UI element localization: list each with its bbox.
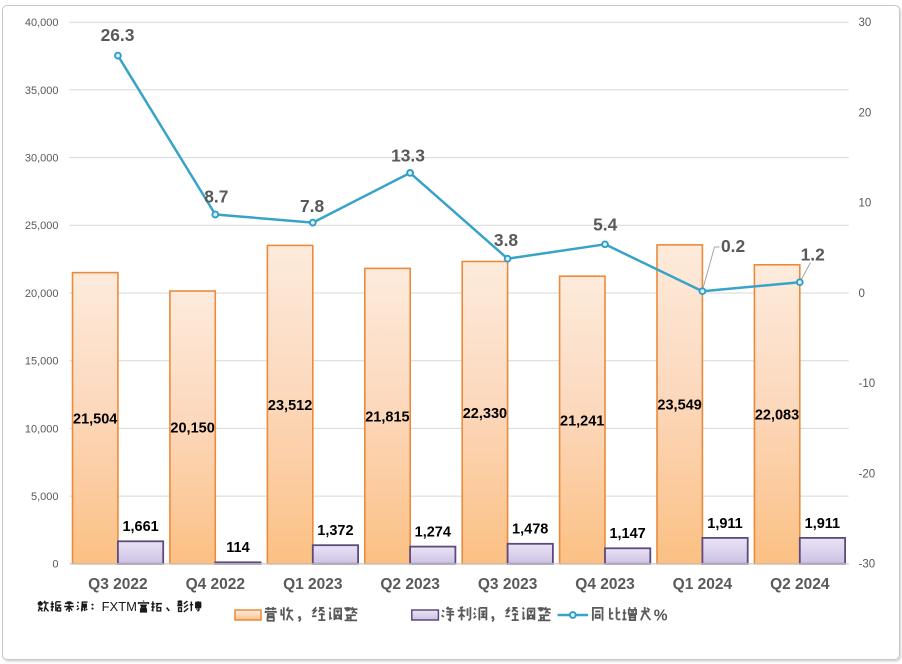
svg-text:22,083: 22,083 (755, 408, 799, 424)
svg-text:Q3 2022: Q3 2022 (88, 576, 147, 593)
svg-text:5,000: 5,000 (31, 491, 59, 503)
svg-text:5.4: 5.4 (593, 215, 618, 235)
svg-text:30,000: 30,000 (25, 153, 59, 165)
svg-text:Q2 2024: Q2 2024 (770, 576, 830, 593)
svg-text:13.3: 13.3 (391, 146, 425, 166)
svg-text:Q2 2023: Q2 2023 (380, 576, 440, 593)
svg-text:22,330: 22,330 (463, 406, 507, 422)
svg-text:0.2: 0.2 (721, 236, 745, 256)
svg-text:1,661: 1,661 (122, 519, 158, 535)
svg-text:35,000: 35,000 (25, 85, 59, 97)
svg-text:1,372: 1,372 (317, 523, 353, 539)
svg-text:Q4 2023: Q4 2023 (575, 576, 635, 593)
svg-text:8.7: 8.7 (204, 187, 228, 207)
svg-text:23,549: 23,549 (657, 398, 701, 414)
svg-text:20: 20 (859, 107, 872, 119)
svg-text:23,512: 23,512 (268, 398, 312, 414)
svg-text:20,150: 20,150 (170, 421, 214, 437)
svg-text:0: 0 (52, 559, 58, 571)
svg-text:10,000: 10,000 (25, 423, 59, 435)
svg-text:Q4 2022: Q4 2022 (186, 576, 245, 593)
svg-text:1.2: 1.2 (801, 245, 825, 265)
svg-text:1,911: 1,911 (707, 516, 743, 532)
svg-text:Q3 2023: Q3 2023 (478, 576, 538, 593)
svg-text:21,815: 21,815 (365, 409, 409, 425)
svg-text:20,000: 20,000 (25, 288, 59, 300)
svg-text:1,274: 1,274 (415, 525, 451, 541)
svg-text:1,478: 1,478 (512, 522, 548, 538)
svg-text:0: 0 (859, 288, 865, 300)
svg-text:3.8: 3.8 (494, 230, 519, 250)
svg-text:25,000: 25,000 (25, 220, 59, 232)
svg-text:40,000: 40,000 (25, 17, 59, 29)
svg-text:26.3: 26.3 (101, 25, 135, 45)
svg-text:Q1 2024: Q1 2024 (673, 576, 733, 593)
svg-text:FXTM: FXTM (102, 599, 137, 614)
svg-text:21,241: 21,241 (560, 413, 604, 429)
svg-text:30: 30 (859, 17, 872, 29)
svg-text:15,000: 15,000 (25, 356, 59, 368)
svg-text:7.8: 7.8 (300, 196, 325, 216)
svg-text:%: % (654, 607, 668, 624)
svg-text:114: 114 (226, 540, 249, 556)
svg-text:-30: -30 (859, 559, 876, 571)
svg-text:1,911: 1,911 (805, 516, 841, 532)
svg-text:-10: -10 (859, 378, 876, 390)
svg-text:10: 10 (859, 198, 872, 210)
svg-text:1,147: 1,147 (609, 526, 645, 542)
svg-text:-20: -20 (859, 468, 876, 480)
svg-text:Q1 2023: Q1 2023 (283, 576, 343, 593)
svg-text:21,504: 21,504 (73, 412, 117, 428)
